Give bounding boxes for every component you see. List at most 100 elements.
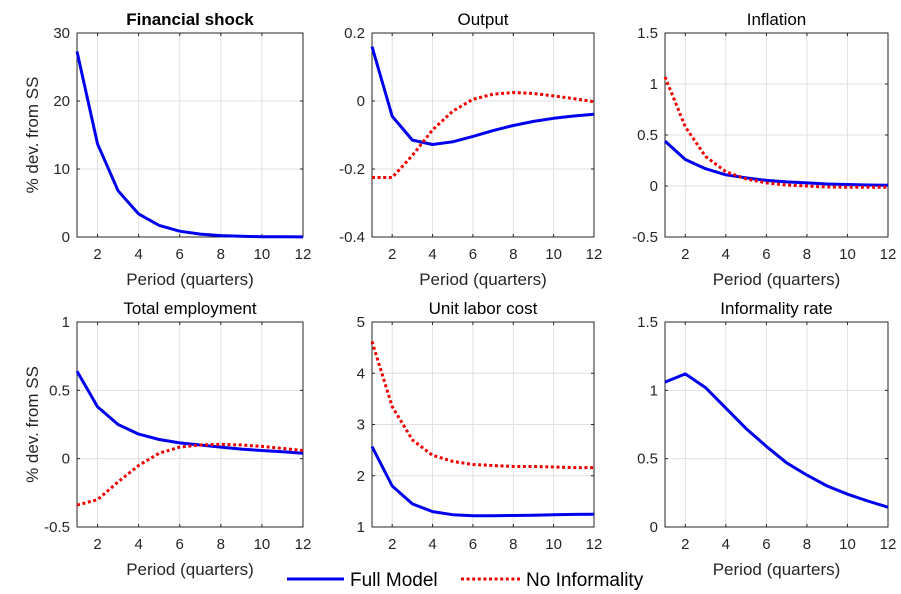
panel-title: Total employment xyxy=(123,299,257,318)
panel-title: Informality rate xyxy=(720,299,832,318)
x-tick-label: 12 xyxy=(586,536,603,553)
y-tick-label: 10 xyxy=(53,161,70,178)
x-tick-label: 12 xyxy=(586,246,603,263)
panel-title: Inflation xyxy=(747,10,807,29)
y-tick-label: 5 xyxy=(357,314,365,331)
y-tick-label: 0 xyxy=(62,451,70,468)
x-tick-label: 8 xyxy=(509,246,517,263)
chart-panel: 2 4 6 8 10 12 -0.4 -0.2 0 0.2 Output Period (quarte… xyxy=(339,10,602,289)
chart-panel: 2 4 6 8 10 12 -0.5 0 0.5 1 Total employment Period … xyxy=(23,299,311,579)
x-tick-label: 4 xyxy=(134,536,142,553)
y-axis-label: % dev. from SS xyxy=(23,77,42,194)
x-tick-label: 10 xyxy=(545,536,562,553)
x-tick-label: 10 xyxy=(839,536,856,553)
x-tick-label: 8 xyxy=(803,246,811,263)
x-tick-label: 6 xyxy=(762,246,770,263)
axes-box xyxy=(76,32,304,238)
x-tick-label: 8 xyxy=(803,536,811,553)
x-axis-label: Period (quarters) xyxy=(126,560,254,579)
x-tick-label: 10 xyxy=(545,246,562,263)
x-tick-label: 2 xyxy=(681,536,689,553)
y-tick-label: -0.2 xyxy=(339,161,365,178)
x-tick-label: 6 xyxy=(762,536,770,553)
y-tick-label: 3 xyxy=(357,417,365,434)
x-tick-label: 12 xyxy=(880,536,897,553)
series-line xyxy=(75,370,304,455)
chart-panel: 2 4 6 8 10 12 0 10 20 30 Financial shock Period (qu… xyxy=(23,10,311,289)
x-axis-label: Period (quarters) xyxy=(713,560,841,579)
x-tick-label: 4 xyxy=(722,246,730,263)
x-tick-label: 4 xyxy=(428,536,436,553)
y-tick-label: 1.5 xyxy=(637,25,658,42)
y-tick-label: 0 xyxy=(357,93,365,110)
x-tick-label: 6 xyxy=(176,536,184,553)
y-tick-label: 0.5 xyxy=(49,382,70,399)
panel-title: Output xyxy=(457,10,508,29)
y-tick-label: 0.5 xyxy=(637,127,658,144)
panel-title: Financial shock xyxy=(126,10,254,29)
axes-box xyxy=(371,32,595,238)
x-tick-label: 10 xyxy=(254,536,271,553)
x-tick-label: 4 xyxy=(134,246,142,263)
y-tick-label: 1 xyxy=(650,76,658,93)
y-tick-label: 4 xyxy=(357,365,365,382)
x-tick-label: 10 xyxy=(839,246,856,263)
x-tick-label: 4 xyxy=(428,246,436,263)
y-tick-label: 0.2 xyxy=(344,25,365,42)
y-tick-label: 2 xyxy=(357,468,365,485)
y-tick-label: -0.5 xyxy=(44,519,70,536)
series-line xyxy=(372,91,595,179)
chart-panel: 2 4 6 8 10 12 0 0.5 1 1.5 Informality rate Period (… xyxy=(637,299,896,579)
y-tick-label: 30 xyxy=(53,25,70,42)
x-axis-label: Period (quarters) xyxy=(419,270,547,289)
panel-title: Unit labor cost xyxy=(429,299,538,318)
x-tick-label: 12 xyxy=(295,246,312,263)
y-axis-label: % dev. from SS xyxy=(23,366,42,483)
x-tick-label: 2 xyxy=(388,536,396,553)
y-tick-label: 1 xyxy=(650,382,658,399)
series-line xyxy=(663,139,889,187)
axes-box xyxy=(76,321,304,528)
x-axis-label: Period (quarters) xyxy=(713,270,841,289)
figure-legend: Full Model No Informality xyxy=(287,570,644,591)
series-line xyxy=(663,76,888,189)
x-tick-label: 4 xyxy=(722,536,730,553)
x-tick-label: 8 xyxy=(509,536,517,553)
y-tick-label: 0 xyxy=(650,178,658,195)
x-tick-label: 12 xyxy=(880,246,897,263)
series-line xyxy=(75,51,304,239)
series-line xyxy=(664,372,889,509)
x-tick-label: 10 xyxy=(254,246,271,263)
y-tick-label: 1 xyxy=(357,519,365,536)
y-tick-label: 20 xyxy=(53,93,70,110)
y-tick-label: -0.5 xyxy=(632,229,658,246)
x-tick-label: 6 xyxy=(469,536,477,553)
x-tick-label: 2 xyxy=(681,246,689,263)
y-tick-label: 0 xyxy=(62,229,70,246)
x-axis-label: Period (quarters) xyxy=(126,270,254,289)
y-tick-label: -0.4 xyxy=(339,229,365,246)
y-tick-label: 0.5 xyxy=(637,451,658,468)
x-tick-label: 8 xyxy=(217,246,225,263)
y-tick-label: 0 xyxy=(650,519,658,536)
x-tick-label: 8 xyxy=(217,536,225,553)
axes-box xyxy=(664,321,889,528)
series-line xyxy=(76,442,304,507)
x-tick-label: 6 xyxy=(176,246,184,263)
x-tick-label: 12 xyxy=(295,536,312,553)
series-line xyxy=(370,445,595,518)
y-tick-label: 1.5 xyxy=(637,314,658,331)
y-tick-label: 1 xyxy=(62,314,70,331)
x-tick-label: 2 xyxy=(93,536,101,553)
x-tick-label: 2 xyxy=(93,246,101,263)
series-line xyxy=(370,46,595,146)
chart-panel: 2 4 6 8 10 12 -0.5 0 0.5 1 1.5 Inflation Period (qua… xyxy=(632,10,896,289)
series-line xyxy=(370,341,594,470)
x-tick-label: 6 xyxy=(469,246,477,263)
legend-label-no-informality: No Informality xyxy=(526,570,644,591)
x-tick-label: 2 xyxy=(388,246,396,263)
legend-label-full-model: Full Model xyxy=(350,570,438,591)
